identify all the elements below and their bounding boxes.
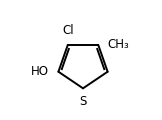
- Text: S: S: [79, 95, 87, 108]
- Text: CH₃: CH₃: [107, 38, 129, 51]
- Text: HO: HO: [31, 65, 49, 78]
- Text: Cl: Cl: [62, 24, 74, 37]
